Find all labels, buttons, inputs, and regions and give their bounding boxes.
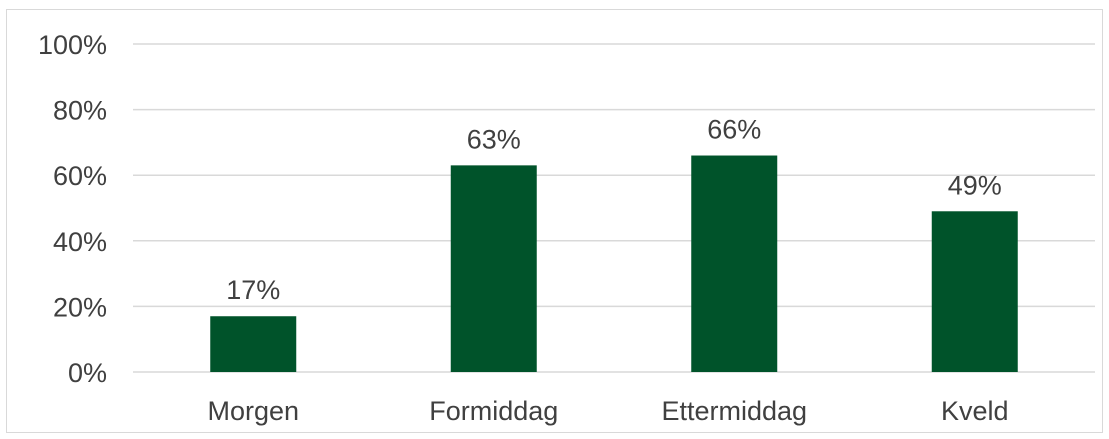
bars [210, 155, 1018, 372]
bar-formiddag [450, 165, 537, 372]
x-category-label-formiddag: Formiddag [429, 396, 558, 426]
x-axis-category-labels: Morgen Formiddag Ettermiddag Kveld [207, 396, 1008, 426]
bar-ettermiddag [691, 155, 778, 372]
data-label-ettermiddag: 66% [707, 115, 761, 145]
bar-kveld [931, 211, 1018, 372]
x-category-label-ettermiddag: Ettermiddag [661, 396, 807, 426]
data-label-formiddag: 63% [467, 124, 521, 154]
bar-chart: 0% 20% 40% 60% 80% 100% 17% 63% 66% 49% Morgen Fo… [38, 30, 1095, 426]
y-tick-label: 40% [53, 227, 107, 257]
data-labels: 17% 63% 66% 49% [226, 115, 1002, 306]
data-label-morgen: 17% [226, 275, 280, 305]
x-category-label-kveld: Kveld [941, 396, 1009, 426]
y-axis-tick-labels: 0% 20% 40% 60% 80% 100% [38, 30, 107, 388]
y-tick-label: 100% [38, 30, 107, 60]
bar-morgen [210, 316, 297, 372]
y-tick-label: 80% [53, 96, 107, 126]
chart-frame: 0% 20% 40% 60% 80% 100% 17% 63% 66% 49% Morgen Fo… [6, 9, 1103, 433]
y-tick-label: 60% [53, 161, 107, 191]
data-label-kveld: 49% [948, 170, 1002, 200]
x-category-label-morgen: Morgen [207, 396, 299, 426]
y-tick-label: 0% [68, 358, 107, 388]
y-tick-label: 20% [53, 292, 107, 322]
